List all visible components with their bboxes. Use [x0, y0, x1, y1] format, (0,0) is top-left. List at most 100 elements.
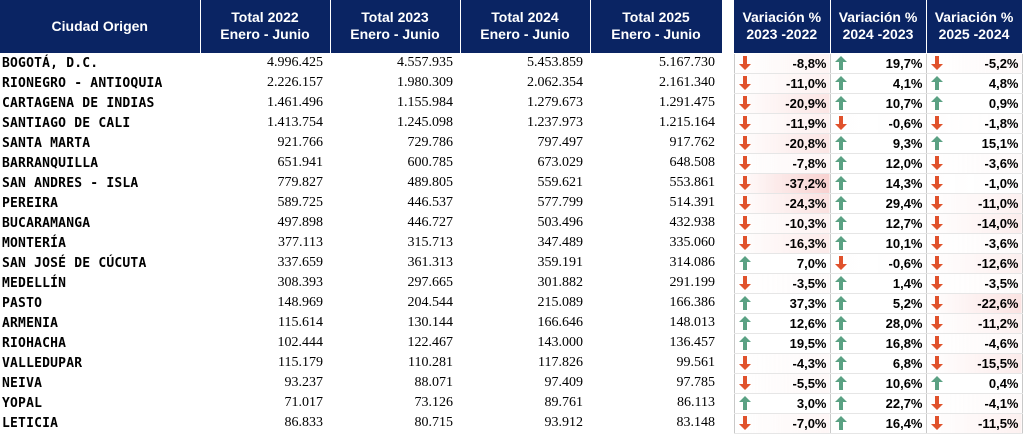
header-gap — [722, 0, 734, 53]
gap-cell — [722, 173, 734, 193]
variation-value: 1,4% — [892, 275, 923, 291]
total-2023-cell: 204.544 — [330, 293, 460, 314]
total-2022-cell: 71.017 — [200, 393, 330, 414]
variation-cell-v1: -8,8% — [733, 53, 830, 74]
total-2025-cell: 1.291.475 — [590, 93, 722, 114]
total-2025-cell: 335.060 — [590, 233, 722, 254]
variation-value: -1,8% — [984, 115, 1019, 131]
variation-value: -12,6% — [977, 255, 1019, 271]
arrow-up-icon — [930, 376, 943, 390]
total-2025-cell: 648.508 — [590, 153, 722, 174]
arrow-up-icon — [834, 296, 847, 310]
variation-cell-v1: -4,3% — [733, 353, 830, 374]
variation-value: -24,3% — [785, 195, 827, 211]
city-cell: BOGOTÁ, D.C. — [0, 53, 200, 74]
arrow-up-icon — [930, 76, 943, 90]
header-total-2022: Total 2022 Enero - Junio — [200, 0, 331, 54]
variation-value: 37,3% — [789, 295, 827, 311]
variation-value: -14,0% — [977, 215, 1019, 231]
total-2024-cell: 347.489 — [460, 233, 590, 254]
variation-value: -16,3% — [785, 235, 827, 251]
table-row: MEDELLÍN 308.393 297.665 301.882 291.199 -3,5… — [0, 273, 1023, 294]
variation-cell-v3: -15,5% — [925, 353, 1023, 374]
variation-cell-v3: -22,6% — [925, 293, 1023, 314]
total-2023-cell: 1.980.309 — [330, 73, 460, 94]
total-2022-cell: 4.996.425 — [200, 53, 330, 74]
variation-cell-v2: 4,1% — [829, 73, 926, 94]
variation-cell-v1: -24,3% — [733, 193, 830, 214]
arrow-down-icon — [930, 56, 943, 70]
city-cell: SANTIAGO DE CALI — [0, 113, 200, 134]
variation-cell-v1: 37,3% — [733, 293, 830, 314]
variation-cell-v2: 29,4% — [829, 193, 926, 214]
variation-cell-v3: 4,8% — [925, 73, 1023, 94]
variation-cell-v2: 14,3% — [829, 173, 926, 194]
variation-cell-v3: -14,0% — [925, 213, 1023, 234]
variation-value: 4,1% — [892, 75, 923, 91]
variation-value: 22,7% — [885, 395, 923, 411]
total-2024-cell: 215.089 — [460, 293, 590, 314]
variation-cell-v1: -5,5% — [733, 373, 830, 394]
arrow-down-icon — [930, 256, 943, 270]
total-2024-cell: 143.000 — [460, 333, 590, 354]
arrow-down-icon — [930, 316, 943, 330]
arrow-down-icon — [738, 56, 751, 70]
gap-cell — [722, 233, 734, 253]
gap-cell — [722, 333, 734, 353]
variation-cell-v2: 9,3% — [829, 133, 926, 154]
city-cell: RIONEGRO - ANTIOQUIA — [0, 73, 200, 94]
variation-value: -3,6% — [984, 235, 1019, 251]
total-2024-cell: 93.912 — [460, 413, 590, 434]
header-city: Ciudad Origen — [0, 0, 201, 54]
variation-value: -4,3% — [792, 355, 827, 371]
gap-cell — [722, 193, 734, 213]
variation-value: -20,8% — [785, 135, 827, 151]
variation-value: 5,2% — [892, 295, 923, 311]
variation-value: 10,6% — [885, 375, 923, 391]
gap-cell — [722, 213, 734, 233]
variation-cell-v1: -20,9% — [733, 93, 830, 114]
arrow-down-icon — [738, 76, 751, 90]
total-2025-cell: 1.215.164 — [590, 113, 722, 134]
arrow-down-icon — [930, 356, 943, 370]
variation-value: 10,1% — [885, 235, 923, 251]
table-row: PEREIRA 589.725 446.537 577.799 514.391 -24,3… — [0, 193, 1023, 214]
arrow-up-icon — [834, 416, 847, 430]
variation-value: 0,4% — [988, 375, 1019, 391]
variation-value: 29,4% — [885, 195, 923, 211]
city-cell: MONTERÍA — [0, 233, 200, 254]
arrow-down-icon — [834, 256, 847, 270]
total-2024-cell: 503.496 — [460, 213, 590, 234]
arrow-down-icon — [738, 356, 751, 370]
total-2022-cell: 651.941 — [200, 153, 330, 174]
variation-value: 15,1% — [981, 135, 1019, 151]
total-2024-cell: 166.646 — [460, 313, 590, 334]
variation-value: -7,0% — [792, 415, 827, 431]
arrow-down-icon — [930, 176, 943, 190]
city-cell: PEREIRA — [0, 193, 200, 214]
total-2025-cell: 5.167.730 — [590, 53, 722, 74]
total-2024-cell: 673.029 — [460, 153, 590, 174]
gap-cell — [722, 273, 734, 293]
arrow-down-icon — [738, 276, 751, 290]
arrow-down-icon — [930, 416, 943, 430]
total-2022-cell: 93.237 — [200, 373, 330, 394]
total-2024-cell: 117.826 — [460, 353, 590, 374]
arrow-down-icon — [738, 96, 751, 110]
gap-cell — [722, 393, 734, 413]
arrow-up-icon — [738, 316, 751, 330]
total-2023-cell: 88.071 — [330, 373, 460, 394]
variation-value: -11,0% — [786, 75, 827, 91]
city-cell: BUCARAMANGA — [0, 213, 200, 234]
gap-cell — [722, 413, 734, 433]
variation-value: -4,6% — [984, 335, 1019, 351]
header-total-2025: Total 2025 Enero - Junio — [590, 0, 723, 54]
variation-value: -20,9% — [785, 95, 827, 111]
total-2024-cell: 2.062.354 — [460, 73, 590, 94]
total-2025-cell: 86.113 — [590, 393, 722, 414]
arrow-down-icon — [930, 116, 943, 130]
total-2023-cell: 1.155.984 — [330, 93, 460, 114]
arrow-down-icon — [738, 216, 751, 230]
table-row: BUCARAMANGA 497.898 446.727 503.496 432.938 -… — [0, 213, 1023, 234]
arrow-up-icon — [834, 356, 847, 370]
